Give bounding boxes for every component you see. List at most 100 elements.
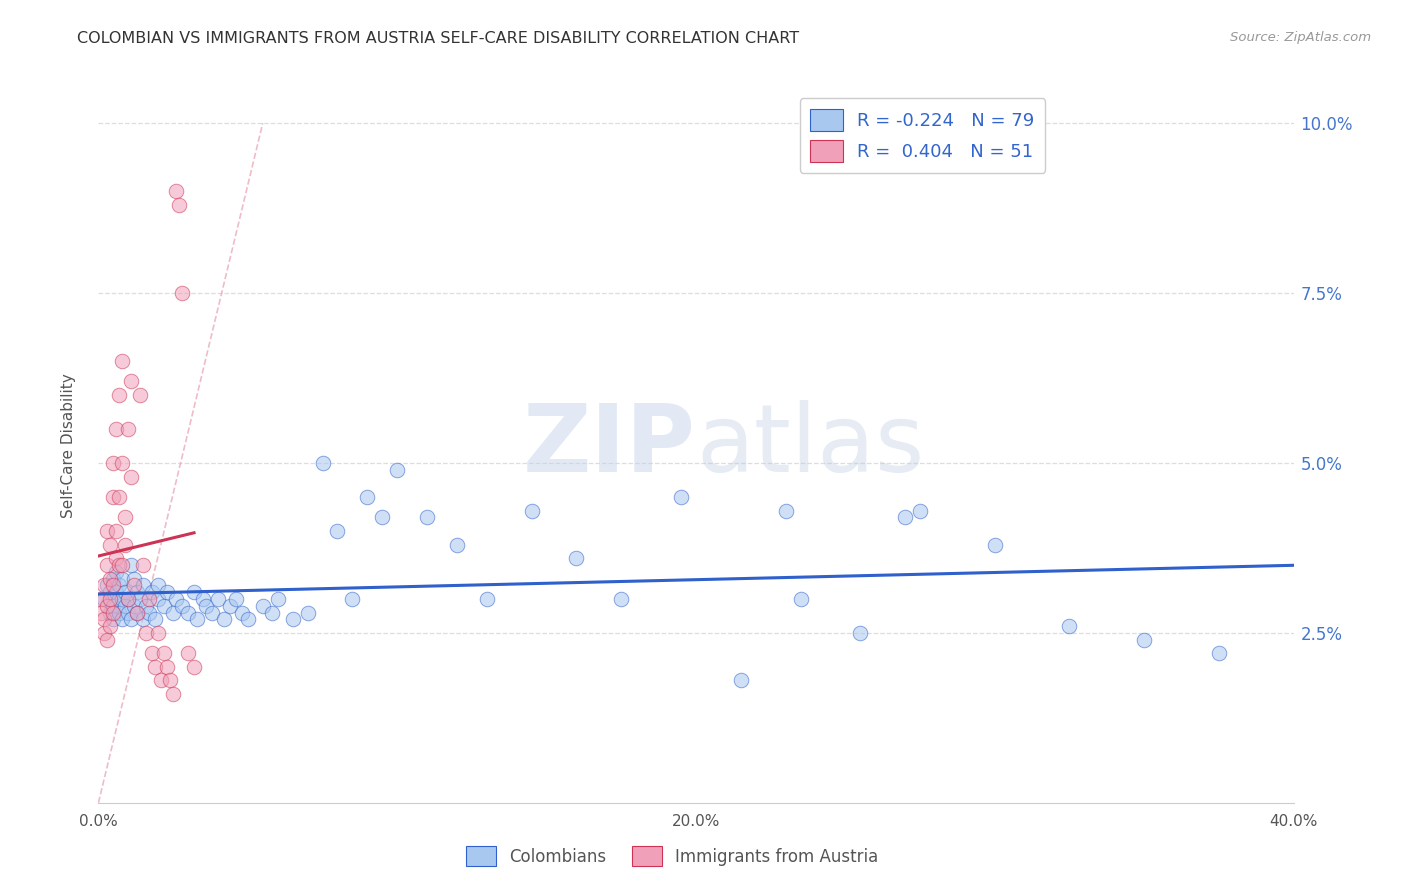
Point xyxy=(183,660,205,674)
Point xyxy=(111,558,134,572)
Point xyxy=(177,606,200,620)
Point xyxy=(446,537,468,551)
Point xyxy=(93,612,115,626)
Point xyxy=(103,606,125,620)
Point xyxy=(111,612,134,626)
Text: atlas: atlas xyxy=(696,400,924,492)
Point xyxy=(114,599,136,613)
Point xyxy=(1133,632,1156,647)
Point xyxy=(105,585,128,599)
Point xyxy=(105,524,128,538)
Point xyxy=(775,503,797,517)
Text: Source: ZipAtlas.com: Source: ZipAtlas.com xyxy=(1230,31,1371,45)
Point xyxy=(96,578,118,592)
Point xyxy=(103,490,125,504)
Point xyxy=(132,612,155,626)
Point xyxy=(108,578,131,592)
Point xyxy=(132,578,155,592)
Point xyxy=(252,599,274,613)
Point xyxy=(849,626,872,640)
Legend: Colombians, Immigrants from Austria: Colombians, Immigrants from Austria xyxy=(460,839,884,873)
Point xyxy=(212,612,235,626)
Point xyxy=(98,572,122,586)
Point xyxy=(167,198,190,212)
Point xyxy=(195,599,218,613)
Point xyxy=(207,591,229,606)
Point xyxy=(894,510,917,524)
Point xyxy=(153,646,176,660)
Point xyxy=(103,456,125,470)
Point xyxy=(1208,646,1230,660)
Point xyxy=(356,490,378,504)
Point xyxy=(103,612,125,626)
Point xyxy=(111,572,134,586)
Point xyxy=(326,524,349,538)
Point xyxy=(172,599,194,613)
Point xyxy=(90,606,112,620)
Point xyxy=(1059,619,1081,633)
Point xyxy=(138,591,160,606)
Point xyxy=(127,606,149,620)
Point xyxy=(103,572,125,586)
Point xyxy=(117,591,139,606)
Point xyxy=(105,565,128,579)
Point xyxy=(219,599,242,613)
Point xyxy=(96,558,118,572)
Point xyxy=(90,591,112,606)
Point xyxy=(141,585,163,599)
Point xyxy=(117,591,139,606)
Point xyxy=(114,510,136,524)
Text: ZIP: ZIP xyxy=(523,400,696,492)
Point xyxy=(98,537,122,551)
Point xyxy=(120,558,142,572)
Point xyxy=(127,606,149,620)
Point xyxy=(281,612,304,626)
Point xyxy=(165,591,187,606)
Point xyxy=(98,585,122,599)
Point xyxy=(520,503,543,517)
Point xyxy=(342,591,364,606)
Point xyxy=(153,599,176,613)
Point xyxy=(124,578,146,592)
Point xyxy=(111,354,134,368)
Point xyxy=(267,591,290,606)
Point xyxy=(311,456,333,470)
Point xyxy=(124,599,146,613)
Point xyxy=(135,626,157,640)
Point xyxy=(225,591,247,606)
Point xyxy=(138,606,160,620)
Point xyxy=(98,619,122,633)
Point xyxy=(114,537,136,551)
Point xyxy=(156,660,179,674)
Point xyxy=(103,578,125,592)
Point xyxy=(105,551,128,566)
Point xyxy=(108,490,131,504)
Point xyxy=(231,606,253,620)
Point xyxy=(105,422,128,436)
Point xyxy=(108,388,131,402)
Point xyxy=(93,578,115,592)
Point xyxy=(475,591,498,606)
Point xyxy=(98,591,122,606)
Point xyxy=(150,673,173,688)
Point xyxy=(114,585,136,599)
Point xyxy=(260,606,283,620)
Point xyxy=(120,612,142,626)
Point xyxy=(135,599,157,613)
Point xyxy=(117,422,139,436)
Point xyxy=(789,591,811,606)
Point xyxy=(148,591,170,606)
Point xyxy=(201,606,224,620)
Point xyxy=(143,660,166,674)
Point xyxy=(730,673,752,688)
Point xyxy=(162,606,184,620)
Point xyxy=(120,375,142,389)
Point xyxy=(908,503,931,517)
Point xyxy=(127,585,149,599)
Point xyxy=(108,591,131,606)
Point xyxy=(93,591,115,606)
Point xyxy=(183,585,205,599)
Point xyxy=(108,606,131,620)
Point xyxy=(172,286,194,301)
Point xyxy=(385,463,409,477)
